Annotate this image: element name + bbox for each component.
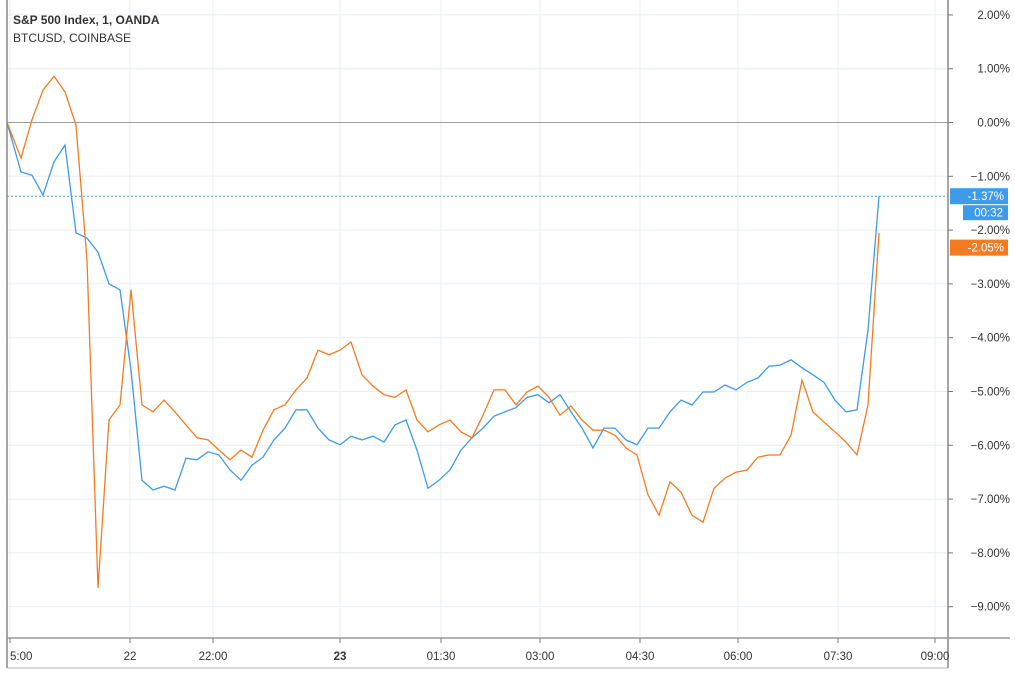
price-axis[interactable]: 2.00% 1.00% 0.00% −1.00% −2.00% −3.00% −4.00% −… [948,10,1010,614]
price-tag-series1: -1.37% [950,188,1008,205]
y-tick-label: −6.00% [971,440,1010,452]
x-tick-label: 01:30 [427,651,456,663]
x-tick-label: 22 [124,651,137,663]
x-tick-label: 07:30 [824,651,853,663]
y-tick-label: −5.00% [971,387,1010,399]
legend: S&P 500 Index, 1, OANDA BTCUSD, COINBASE [13,11,160,47]
x-tick-label: 22:00 [199,651,228,663]
grid [7,0,948,638]
x-tick-label: 5:00 [10,651,32,663]
y-tick-label: 1.00% [977,64,1010,76]
x-tick-label: 06:00 [724,651,753,663]
x-tick-label: 23 [334,651,347,663]
y-tick-label: 0.00% [977,118,1010,130]
countdown-text: 00:32 [974,208,1003,220]
countdown-tag: 00:32 [963,205,1008,221]
series-line-btcusd [6,75,880,588]
x-tick-label: 09:00 [921,651,950,663]
y-tick-label: 2.00% [977,10,1010,22]
series-line-sp500 [6,122,880,491]
x-tick-label: 04:30 [626,651,655,663]
time-axis[interactable]: 5:00 22 22:00 23 01:30 03:00 04:30 06:00 07:30 09… [9,638,950,663]
price-tag-series1-text: -1.37% [968,191,1004,203]
y-tick-label: −8.00% [971,548,1010,560]
y-tick-label: −9.00% [971,602,1010,614]
y-tick-label: −7.00% [971,494,1010,506]
y-tick-label: −4.00% [971,333,1010,345]
y-tick-label: −1.00% [971,171,1010,183]
y-tick-label: −2.00% [971,225,1010,237]
legend-series2[interactable]: BTCUSD, COINBASE [13,31,132,45]
y-tick-label: −3.00% [971,279,1010,291]
legend-series1[interactable]: S&P 500 Index, 1, OANDA [13,13,160,27]
x-tick-label: 03:00 [526,651,555,663]
price-tag-series2: -2.05% [950,239,1008,256]
price-tag-series2-text: -2.05% [968,243,1004,255]
